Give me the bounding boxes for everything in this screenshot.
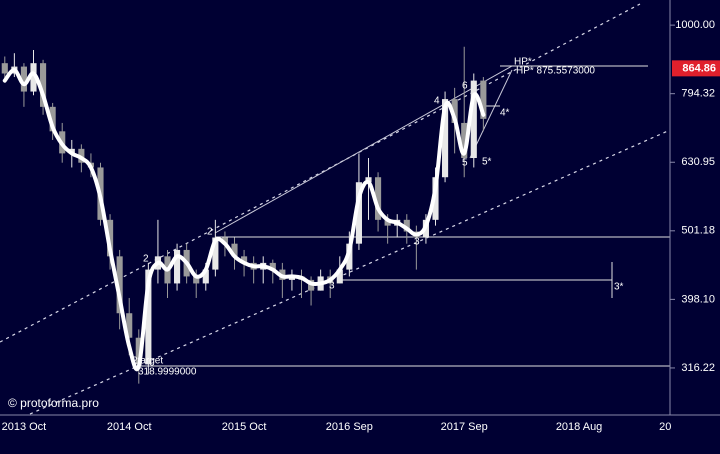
candle-body (20, 66, 27, 92)
candle-body (145, 269, 152, 365)
annotation: 4 (434, 96, 440, 107)
candle-body (461, 122, 468, 159)
candle-body (1, 63, 8, 74)
y-tick-label: 398.10 (681, 293, 715, 305)
candle-body (193, 276, 200, 284)
annotation: 3* (614, 282, 624, 293)
candle-body (221, 237, 228, 244)
candle-body (49, 106, 56, 132)
y-tick-label: 501.18 (681, 225, 715, 237)
annotation: 2 (207, 227, 213, 238)
annotation: 3 (329, 281, 335, 292)
candle-body (107, 219, 114, 257)
candle-body (451, 99, 458, 123)
candle-body (442, 99, 449, 178)
annotation: 5 (462, 158, 468, 169)
x-tick-label: 2014 Oct (107, 421, 152, 433)
x-tick-label: 2015 Oct (222, 421, 267, 433)
candle-body (126, 313, 133, 338)
trend-line (214, 65, 513, 234)
annotation: 6 (462, 81, 468, 92)
annotation: 2 (143, 254, 149, 265)
y-tick-label: 794.32 (681, 88, 715, 100)
x-tick-label: 2017 Sep (441, 421, 488, 433)
candle-body (480, 80, 487, 119)
y-tick-label: 630.95 (681, 156, 715, 168)
y-tick-label: 316.22 (681, 362, 715, 374)
annotation: 318.9999000 (138, 367, 197, 378)
candle-body (336, 269, 343, 284)
projection-line (469, 69, 513, 159)
y-tick-label: 1000.00 (675, 19, 715, 31)
channel-upper (0, 3, 641, 343)
annotation: 5* (482, 157, 492, 168)
candle-body (365, 177, 372, 183)
candle-body (202, 269, 209, 284)
annotation: HP* (514, 57, 532, 68)
drawings (0, 0, 720, 416)
candle-body (116, 256, 123, 314)
channel-lower (29, 129, 671, 415)
candle-body (355, 182, 362, 244)
candle-body (231, 243, 238, 257)
price-marker (672, 60, 720, 77)
candle-body (40, 63, 47, 107)
candle-body (269, 262, 276, 270)
candle-body (470, 80, 477, 159)
annotation: 3 (414, 237, 420, 248)
x-tick-label: 20 (659, 421, 671, 433)
watermark: © protoforma.pro (8, 396, 99, 410)
annotation: HP* 875.5573000 (516, 66, 595, 77)
candle-body (174, 249, 181, 284)
x-tick-label: 2013 Oct (2, 421, 47, 433)
candle-body (135, 337, 142, 365)
annotation: 4* (500, 108, 510, 119)
candle-body (403, 219, 410, 232)
annotation: 2target (132, 356, 163, 367)
candle-body (212, 237, 219, 270)
candle-body (30, 63, 37, 92)
candle-body (241, 256, 248, 263)
x-tick-label: 2018 Aug (556, 421, 603, 433)
price-label: 864.86 (682, 62, 716, 74)
smooth-line (2, 68, 486, 372)
candle-body (346, 243, 353, 270)
candle-body (375, 177, 382, 220)
x-tick-label: 2016 Sep (326, 421, 373, 433)
candle-body (384, 219, 391, 226)
